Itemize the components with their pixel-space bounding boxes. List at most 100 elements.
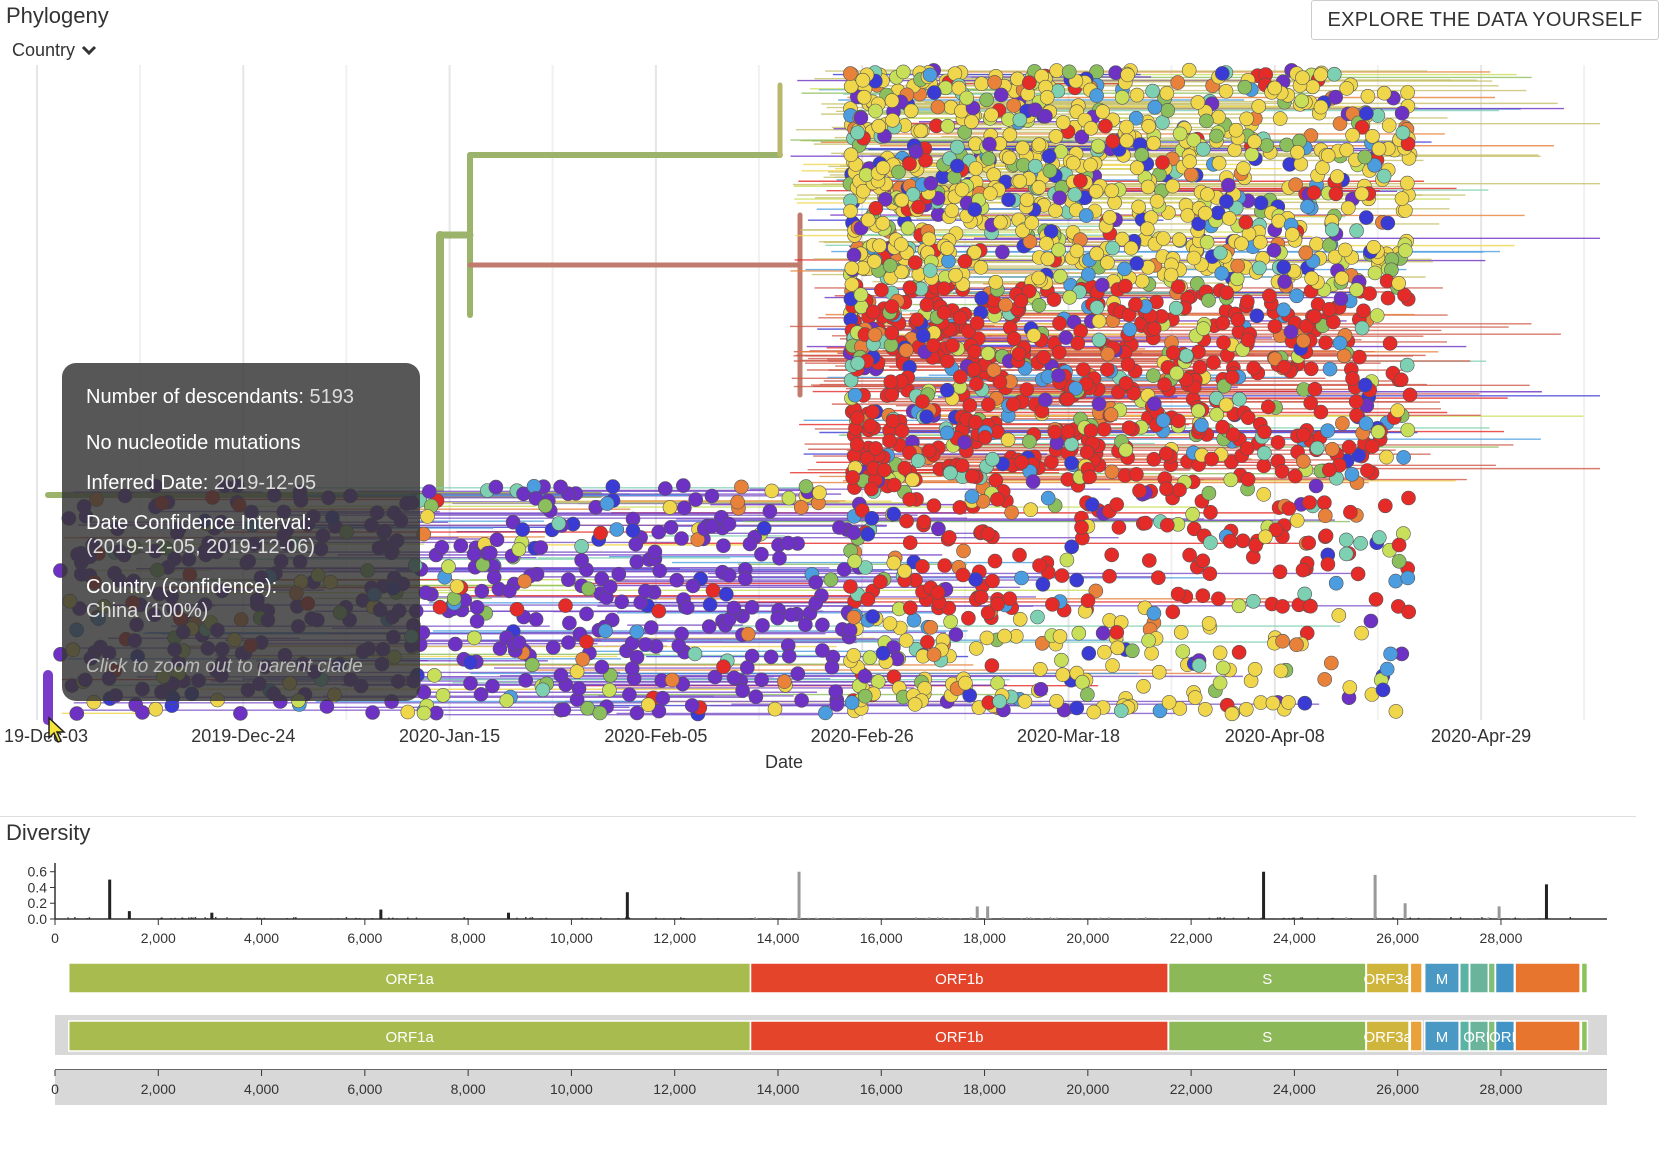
tree-tip [952, 369, 968, 385]
tree-tip [1181, 62, 1197, 78]
tree-tip [622, 687, 637, 702]
tree-tip [624, 661, 640, 677]
gene-annotation-label: S [1262, 971, 1272, 988]
tree-tip [1360, 463, 1375, 478]
tree-tip [1081, 267, 1096, 282]
diversity-x-tick-label: 4,000 [244, 930, 279, 946]
tree-tip [1191, 403, 1206, 419]
diversity-y-tick-label: 0.4 [28, 879, 48, 895]
tree-tip [1313, 99, 1329, 115]
tree-tip [1159, 481, 1174, 497]
tree-tip [579, 634, 594, 650]
tree-tip [1091, 313, 1107, 329]
tree-tip [1190, 95, 1206, 110]
node-tooltip: Number of descendants: 5193 No nucleotid… [62, 363, 420, 701]
tree-tip [865, 609, 881, 624]
tree-tip [1089, 246, 1104, 261]
tree-tip [1109, 497, 1124, 512]
tree-tip [968, 572, 984, 587]
tree-tip [1204, 451, 1219, 467]
tree-tip [511, 635, 527, 650]
explore-data-button[interactable]: EXPLORE THE DATA YOURSELF [1311, 0, 1659, 40]
tree-tip [974, 290, 990, 306]
tree-tip [860, 591, 876, 607]
tree-tip [985, 451, 1000, 467]
tree-tip [874, 282, 889, 298]
tree-tip [984, 658, 1000, 673]
tree-tip [1230, 312, 1246, 328]
tree-tip [902, 156, 917, 172]
tree-tip [884, 93, 900, 108]
tree-tip [1030, 609, 1045, 625]
tree-tip [1328, 89, 1343, 105]
tree-tip [558, 598, 573, 613]
tree-tip [434, 539, 450, 555]
tree-tip [1120, 357, 1136, 372]
gene-annotation [1494, 962, 1516, 994]
tree-tip [836, 562, 852, 577]
diversity-y-tick-label: 0.0 [28, 911, 48, 927]
tree-tip [1203, 535, 1218, 550]
tree-tip [894, 423, 910, 439]
tree-tip [466, 630, 482, 646]
zoom-x-tick-label: 0 [51, 1081, 59, 1097]
tree-tip [1052, 629, 1068, 644]
tree-tip [1051, 242, 1066, 258]
tree-tip [365, 705, 380, 720]
tree-tip [1219, 285, 1234, 301]
tree-tip [734, 479, 749, 495]
tree-tip [562, 615, 577, 631]
tree-tip [930, 585, 946, 600]
tree-tip [1240, 410, 1256, 426]
tree-tip [1006, 331, 1022, 347]
tree-tip [797, 617, 813, 633]
tree-tip [538, 498, 553, 514]
tree-tip [1192, 359, 1208, 375]
tree-tip [1334, 270, 1350, 286]
color-by-dropdown[interactable]: Country [12, 40, 97, 61]
tree-tip [1272, 111, 1288, 126]
tree-tip [1163, 267, 1179, 283]
tree-tip [418, 585, 434, 601]
mouse-cursor-icon [47, 716, 69, 744]
tree-tip [488, 479, 504, 495]
tree-tip [1031, 137, 1047, 152]
tree-tip [1244, 147, 1260, 162]
tree-tip [1325, 441, 1340, 457]
tree-tip [1206, 355, 1221, 370]
tree-tip [742, 536, 758, 552]
tree-tip [990, 492, 1005, 507]
descendants-value: 5193 [309, 386, 354, 408]
tree-tip [770, 610, 786, 626]
tree-tip [1214, 266, 1229, 281]
tree-tip [1201, 616, 1217, 631]
tree-tip [1104, 547, 1119, 563]
zoom-x-tick-label: 8,000 [451, 1081, 486, 1097]
tree-tip [882, 616, 898, 631]
gene-annotation [1167, 962, 1367, 994]
tree-tip [1394, 191, 1410, 206]
tree-tip [1388, 704, 1404, 719]
tree-tip [1198, 205, 1213, 221]
tree-tip [793, 500, 809, 515]
tree-tip [1169, 365, 1184, 381]
tree-tip [900, 220, 916, 236]
tree-tip [962, 398, 978, 413]
tree-tip [482, 545, 498, 561]
tree-tip [1069, 243, 1085, 259]
tree-tip [1120, 67, 1135, 83]
tree-tip [469, 599, 485, 615]
tree-tip [551, 516, 567, 531]
diversity-x-tick-label: 0 [51, 930, 59, 946]
tree-tip [1119, 133, 1134, 148]
tree-tip [1228, 122, 1244, 138]
tree-tip [416, 705, 432, 721]
diversity-panel[interactable]: 0.60.40.20.00 2,000 4,000 6,000 8,000 10,000 1… [0, 855, 1659, 1115]
tree-tip [1125, 643, 1140, 659]
tree-tip [1268, 522, 1284, 538]
tree-tip [716, 538, 731, 554]
tree-tip [574, 552, 589, 568]
tree-tip [1014, 454, 1029, 470]
tree-tip [1341, 200, 1356, 216]
tree-tip [940, 118, 956, 134]
